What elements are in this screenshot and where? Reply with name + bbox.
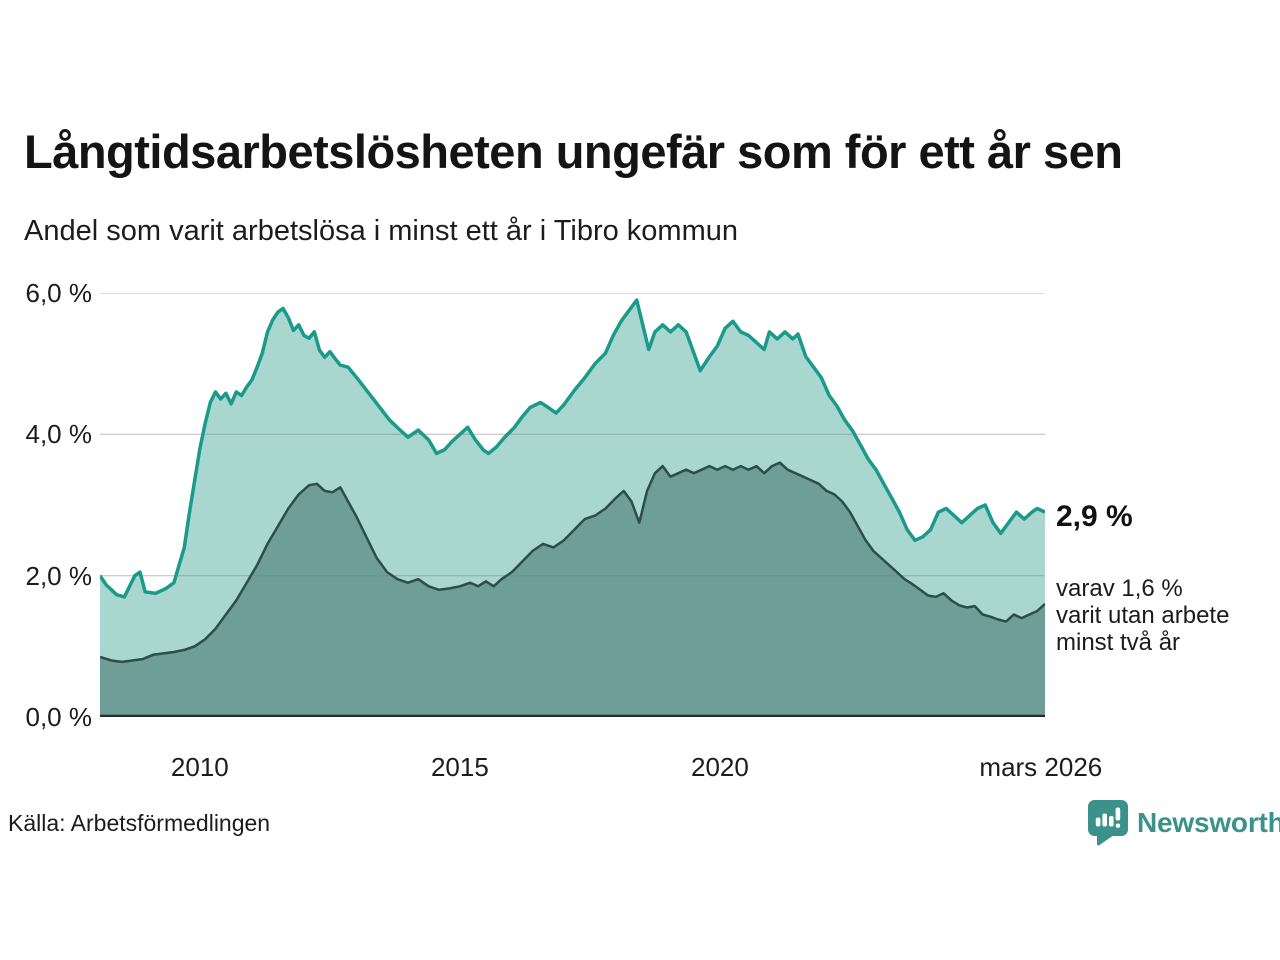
x-tick-label-2020: 2020 [691, 752, 749, 782]
newsworthy-wordmark: Newsworthy [1137, 807, 1280, 838]
series-area-utan-arbete-minst-tva-ar [100, 462, 1045, 717]
sub-annotation: varav 1,6 % varit utan arbete minst två … [1056, 575, 1229, 656]
series-line-utan-arbete-minst-tva-ar [100, 461, 1045, 664]
y-tick-label-2: 2,0 % [25, 560, 93, 591]
y-tick-label-0: 0,0 % [25, 702, 93, 732]
end-value-annotation: 2,9 % [1056, 500, 1133, 533]
sub-annotation-line: minst två år [1056, 629, 1181, 656]
page-title: Långtidsarbetslösheten ungefär som för e… [24, 125, 1123, 178]
x-tick-label-mars-2026: mars 2026 [979, 752, 1103, 782]
series-line-arbetslosa-minst-ett-ar [100, 298, 1045, 599]
x-tick-label-2015: 2015 [430, 752, 489, 782]
x-tick-label-2010: 2010 [170, 752, 229, 782]
source-credit: Källa: Arbetsförmedlingen [8, 810, 271, 836]
y-tick-label-4: 4,0 % [25, 419, 93, 450]
newsworthy-brand: Newsworthy [1088, 800, 1280, 846]
chart-subtitle: Andel som varit arbetslösa i minst ett å… [24, 215, 738, 247]
area-chart-plot [100, 293, 1045, 717]
sub-annotation-line: varav 1,6 % [1056, 575, 1183, 602]
y-tick-label-6: 6,0 % [25, 278, 93, 308]
sub-annotation-line: varit utan arbete [1056, 602, 1230, 629]
newsworthy-logo-icon [1088, 800, 1128, 846]
